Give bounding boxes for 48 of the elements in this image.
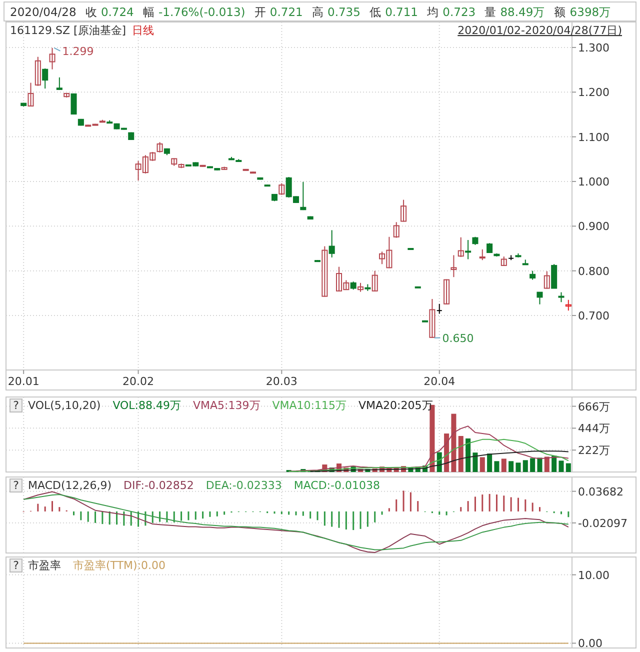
text: 低 0.711	[369, 5, 418, 19]
y-tick-label: 444万	[578, 422, 610, 436]
y-tick-label: -0.02097	[578, 516, 628, 530]
y-tick-label: 1.300	[578, 41, 610, 54]
text: 开 0.721	[254, 5, 303, 19]
extreme-label: 1.299	[54, 44, 94, 58]
y-tick-label: 0.00	[578, 637, 602, 650]
text: 2020/04/28	[10, 5, 76, 19]
x-tick-label: 20.04	[424, 375, 456, 388]
text: 市盈率(TTM):0.00	[73, 559, 166, 572]
text: 量 88.49万	[484, 5, 546, 19]
text: 收 0.724	[85, 5, 134, 19]
text: 幅 -1.76%(-0.013)	[142, 5, 246, 19]
help-button: ?	[10, 478, 22, 492]
text: 额 6398万	[554, 5, 612, 19]
y-tick-label: 1.100	[578, 130, 610, 144]
chart-title: VOL(5,10,20)	[28, 399, 101, 412]
series-label: MACD:-0.01038	[294, 479, 380, 492]
y-tick-label: 0.800	[578, 264, 610, 278]
y-tick-label: 666万	[578, 400, 610, 414]
x-tick-label: 20.01	[8, 375, 40, 388]
text: DEA:-0.02333	[206, 479, 282, 492]
text: 均 0.723	[426, 5, 476, 19]
y-tick-label: 1.200	[578, 86, 610, 100]
chart-subtitle: 日线	[132, 24, 154, 37]
x-tick-label: 20.02	[122, 375, 154, 388]
x-tick-label: 20.03	[266, 375, 298, 388]
text: DIF:-0.02852	[124, 479, 194, 492]
chart-title: MACD(12,26,9)	[28, 479, 112, 492]
annotation: 2020/01/02-2020/04/28(77日)	[458, 24, 622, 37]
help-button: ?	[10, 398, 22, 412]
text: VMA10:115万	[272, 399, 347, 412]
text: VMA20:205万	[358, 399, 433, 412]
y-tick-label: 10.00	[578, 568, 610, 582]
y-tick-label: 1.000	[578, 175, 610, 188]
y-tick-label: 0.900	[578, 220, 610, 234]
chart-title: 市盈率	[28, 559, 61, 572]
extreme-label: 0.650	[434, 332, 474, 345]
text: VMA5:139万	[193, 399, 260, 412]
annotation: 1.299	[62, 44, 94, 58]
help-button: ?	[10, 558, 22, 572]
chart-title: 161129.SZ [原油基金]	[10, 24, 126, 37]
y-tick-label: 0.03682	[578, 485, 624, 498]
annotation: 0.650	[442, 332, 474, 345]
text: VOL:88.49万	[112, 399, 182, 412]
y-tick-label: 222万	[578, 444, 610, 458]
text: 高 0.735	[312, 5, 360, 19]
y-tick-label: 0.700	[578, 310, 610, 322]
